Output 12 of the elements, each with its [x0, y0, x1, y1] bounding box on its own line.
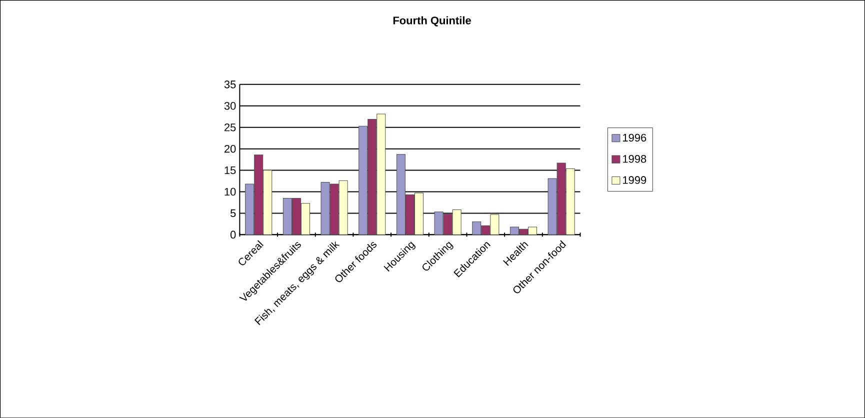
chart-title: Fourth Quintile [393, 16, 471, 26]
y-tick-label: 0 [230, 230, 236, 238]
y-tick-label: 15 [224, 166, 236, 174]
y-tick-label: 30 [224, 102, 236, 110]
y-tick-label: 5 [230, 209, 236, 217]
y-tick-label: 10 [224, 188, 236, 196]
y-tick-label: 35 [224, 80, 236, 88]
legend-label: 1998 [623, 154, 646, 163]
legend-label: 1996 [623, 134, 646, 142]
y-tick-label: 25 [224, 123, 236, 132]
y-tick-label: 20 [224, 144, 236, 153]
legend-label: 1999 [623, 176, 646, 184]
